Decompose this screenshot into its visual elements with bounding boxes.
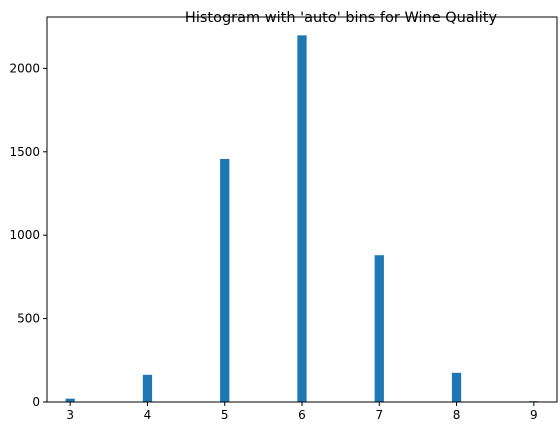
y-tick-label: 1500 <box>9 145 40 159</box>
histogram-bar <box>220 158 230 402</box>
x-tick-label: 3 <box>66 408 74 422</box>
x-axis: 3 4 5 6 7 8 9 <box>66 402 538 422</box>
y-tick-label: 1000 <box>9 228 40 242</box>
y-tick-label: 500 <box>17 312 40 326</box>
x-tick-label: 8 <box>453 408 461 422</box>
x-tick-label: 6 <box>298 408 306 422</box>
y-tick-label: 2000 <box>9 61 40 75</box>
histogram-bar <box>374 255 384 402</box>
histogram-bar <box>142 374 153 402</box>
x-tick-label: 7 <box>375 408 383 422</box>
histogram-bar <box>65 398 75 402</box>
bars-group <box>65 35 539 402</box>
x-tick-label: 5 <box>221 408 229 422</box>
x-tick-label: 4 <box>144 408 152 422</box>
y-tick-label: 0 <box>32 395 40 409</box>
x-tick-label: 9 <box>530 408 538 422</box>
y-axis: 0 500 1000 1500 2000 <box>9 61 47 409</box>
chart-title: Histogram with 'auto' bins for Wine Qual… <box>185 10 498 26</box>
histogram-bar <box>297 35 307 402</box>
histogram-bar <box>451 372 462 402</box>
